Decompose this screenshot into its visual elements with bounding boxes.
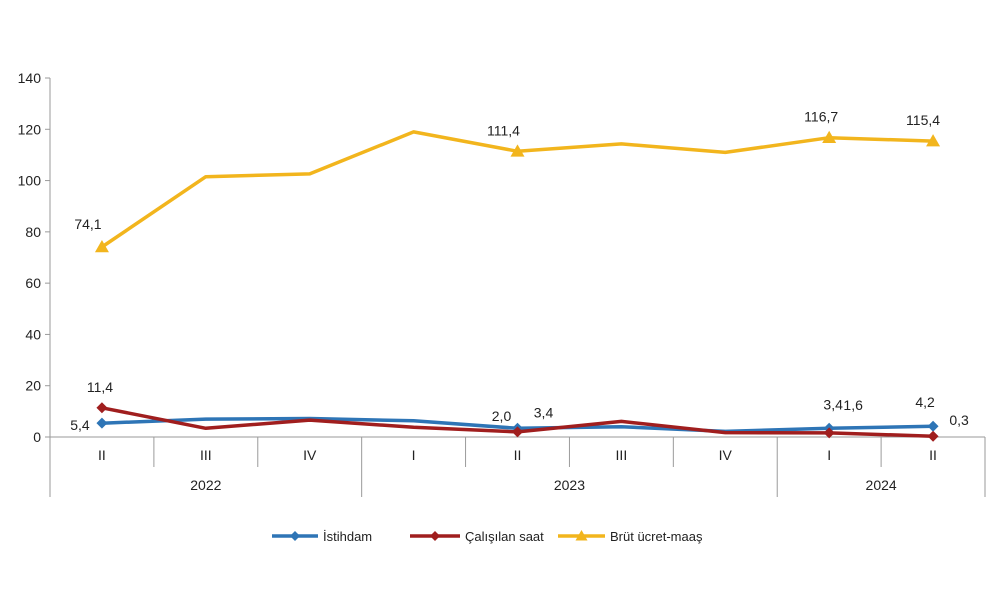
data-point bbox=[510, 144, 525, 157]
data-label: 4,2 bbox=[915, 394, 935, 410]
x-tick-label: III bbox=[200, 447, 212, 463]
data-label: 3,4 bbox=[534, 404, 554, 420]
y-tick-label: 80 bbox=[25, 224, 41, 240]
x-tick-label: I bbox=[412, 447, 416, 463]
data-label: 11,4 bbox=[87, 379, 113, 395]
data-point bbox=[927, 430, 939, 442]
x-tick-label: I bbox=[827, 447, 831, 463]
x-tick-label: II bbox=[514, 447, 522, 463]
chart-series bbox=[94, 130, 941, 442]
y-tick-label: 20 bbox=[25, 378, 41, 394]
y-tick-label: 0 bbox=[33, 429, 41, 445]
x-tick-label: II bbox=[98, 447, 106, 463]
x-group-label: 2024 bbox=[866, 477, 897, 493]
data-point bbox=[822, 130, 837, 143]
x-tick-label: IV bbox=[303, 447, 317, 463]
data-point bbox=[96, 402, 108, 414]
chart-data-labels: 5,4 3,4 3,4 4,2 11,4 2,0 1,6 0,3 74,1 111,4 116,7 1… bbox=[70, 109, 969, 433]
data-label: 3,4 bbox=[823, 396, 843, 412]
y-tick-label: 140 bbox=[18, 70, 42, 86]
legend-marker bbox=[290, 531, 300, 541]
data-label: 74,1 bbox=[74, 216, 101, 232]
data-label: 1,6 bbox=[843, 397, 863, 413]
data-label: 115,4 bbox=[906, 112, 940, 128]
data-label: 116,7 bbox=[804, 109, 838, 125]
data-label: 2,0 bbox=[492, 408, 512, 424]
x-group-label: 2023 bbox=[554, 477, 585, 493]
y-tick-label: 100 bbox=[18, 173, 42, 189]
data-label: 0,3 bbox=[949, 412, 969, 428]
legend-marker bbox=[575, 530, 588, 541]
legend-marker bbox=[430, 531, 440, 541]
legend-label: İstihdam bbox=[323, 529, 372, 544]
x-tick-label: IV bbox=[719, 447, 733, 463]
data-point bbox=[96, 417, 108, 429]
data-point bbox=[94, 239, 109, 253]
x-tick-label: II bbox=[929, 447, 937, 463]
legend-label: Brüt ücret-maaş bbox=[610, 529, 703, 544]
data-label: 111,4 bbox=[487, 122, 520, 138]
chart-legend: İstihdam Çalışılan saat Brüt ücret-maaş bbox=[272, 529, 703, 544]
x-group-label: 2022 bbox=[190, 477, 221, 493]
data-point bbox=[823, 427, 835, 439]
data-label: 5,4 bbox=[70, 417, 90, 433]
x-tick-label: III bbox=[616, 447, 628, 463]
y-tick-label: 40 bbox=[25, 326, 41, 342]
y-tick-label: 120 bbox=[18, 121, 42, 137]
data-point bbox=[926, 134, 941, 147]
data-point bbox=[512, 426, 523, 438]
data-point bbox=[927, 420, 939, 432]
legend-label: Çalışılan saat bbox=[465, 529, 544, 544]
y-tick-label: 60 bbox=[25, 275, 41, 291]
